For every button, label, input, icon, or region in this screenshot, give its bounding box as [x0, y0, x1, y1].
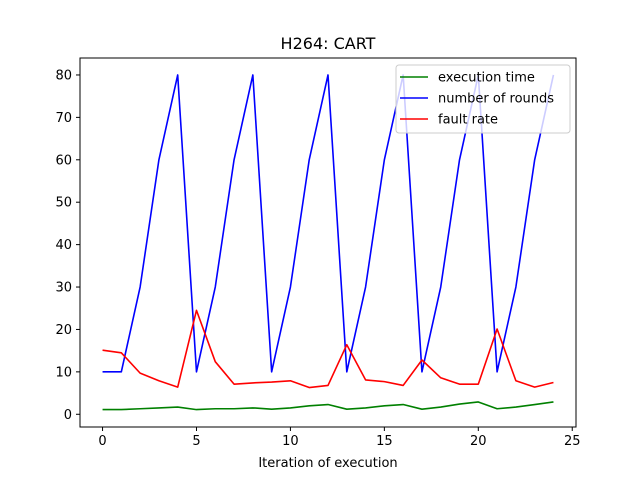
- data-point-number-of-rounds: [420, 370, 423, 373]
- data-point-fault-rate: [514, 379, 517, 382]
- data-point-execution-time: [439, 406, 442, 409]
- data-point-execution-time: [420, 408, 423, 411]
- data-point-fault-rate: [552, 381, 555, 384]
- legend-label-number-of-rounds: number of rounds: [438, 92, 554, 107]
- data-point-execution-time: [157, 406, 160, 409]
- x-tick-label: 0: [98, 434, 106, 449]
- data-point-fault-rate: [308, 386, 311, 389]
- data-point-number-of-rounds: [496, 370, 499, 373]
- data-point-execution-time: [458, 403, 461, 406]
- data-point-execution-time: [251, 406, 254, 409]
- data-point-execution-time: [514, 406, 517, 409]
- data-point-execution-time: [402, 403, 405, 406]
- legend-box: [395, 64, 571, 134]
- x-tick-label: 25: [564, 434, 581, 449]
- chart-title: H264: CART: [281, 34, 376, 53]
- data-point-number-of-rounds: [176, 73, 179, 76]
- data-point-number-of-rounds: [233, 158, 236, 161]
- data-point-number-of-rounds: [514, 286, 517, 289]
- data-point-execution-time: [195, 408, 198, 411]
- data-point-fault-rate: [176, 386, 179, 389]
- data-point-number-of-rounds: [195, 370, 198, 373]
- data-point-execution-time: [552, 400, 555, 403]
- data-point-execution-time: [533, 403, 536, 406]
- data-point-execution-time: [477, 400, 480, 403]
- data-point-number-of-rounds: [270, 370, 273, 373]
- data-point-number-of-rounds: [439, 286, 442, 289]
- legend-label-execution-time: execution time: [438, 71, 535, 86]
- data-point-fault-rate: [420, 358, 423, 361]
- data-point-fault-rate: [120, 351, 123, 354]
- data-point-number-of-rounds: [308, 158, 311, 161]
- y-tick-label: 50: [55, 196, 72, 211]
- y-tick-label: 60: [55, 153, 72, 168]
- x-axis-label: Iteration of execution: [258, 456, 397, 471]
- data-point-number-of-rounds: [214, 286, 217, 289]
- x-tick-label: 15: [376, 434, 393, 449]
- data-point-execution-time: [327, 403, 330, 406]
- data-point-number-of-rounds: [364, 286, 367, 289]
- data-point-execution-time: [383, 404, 386, 407]
- data-point-number-of-rounds: [345, 370, 348, 373]
- data-point-fault-rate: [439, 376, 442, 379]
- data-point-execution-time: [139, 407, 142, 410]
- y-tick-label: 0: [64, 408, 72, 423]
- data-point-fault-rate: [195, 309, 198, 312]
- data-point-execution-time: [233, 407, 236, 410]
- data-point-number-of-rounds: [458, 158, 461, 161]
- data-point-fault-rate: [289, 379, 292, 382]
- data-point-execution-time: [101, 408, 104, 411]
- data-point-execution-time: [289, 406, 292, 409]
- data-point-fault-rate: [477, 383, 480, 386]
- y-tick-label: 30: [55, 281, 72, 296]
- data-point-number-of-rounds: [101, 370, 104, 373]
- y-tick-label: 40: [55, 238, 72, 253]
- data-point-execution-time: [270, 408, 273, 411]
- data-point-execution-time: [214, 407, 217, 410]
- axes: 0 5 10 15 20 25 0 10 20 30 40 50 60 70 80: [55, 57, 581, 449]
- x-tick-label: 10: [282, 434, 299, 449]
- data-point-fault-rate: [214, 360, 217, 363]
- data-point-number-of-rounds: [533, 158, 536, 161]
- data-point-execution-time: [364, 406, 367, 409]
- y-tick-label: 10: [55, 365, 72, 380]
- x-tick-label: 5: [192, 434, 200, 449]
- data-point-fault-rate: [327, 384, 330, 387]
- data-point-execution-time: [176, 406, 179, 409]
- data-point-fault-rate: [270, 381, 273, 384]
- data-point-fault-rate: [402, 384, 405, 387]
- data-point-execution-time: [120, 408, 123, 411]
- series-line-execution-time: [102, 401, 554, 411]
- data-point-fault-rate: [345, 343, 348, 346]
- y-tick-label: 70: [55, 111, 72, 126]
- data-point-fault-rate: [251, 381, 254, 384]
- data-point-fault-rate: [139, 372, 142, 375]
- axes-frame: [79, 57, 577, 428]
- data-point-fault-rate: [383, 380, 386, 383]
- data-point-fault-rate: [496, 328, 499, 331]
- legend-label-fault-rate: fault rate: [438, 113, 498, 128]
- data-point-number-of-rounds: [120, 370, 123, 373]
- data-point-fault-rate: [458, 383, 461, 386]
- data-point-number-of-rounds: [289, 286, 292, 289]
- data-point-number-of-rounds: [383, 158, 386, 161]
- y-tick-label: 20: [55, 323, 72, 338]
- y-tick-label: 80: [55, 68, 72, 83]
- data-point-number-of-rounds: [139, 286, 142, 289]
- data-point-number-of-rounds: [157, 158, 160, 161]
- data-point-fault-rate: [533, 386, 536, 389]
- data-point-execution-time: [496, 407, 499, 410]
- data-point-fault-rate: [233, 383, 236, 386]
- data-point-fault-rate: [364, 378, 367, 381]
- data-point-number-of-rounds: [251, 73, 254, 76]
- data-point-fault-rate: [157, 379, 160, 382]
- data-point-execution-time: [308, 404, 311, 407]
- legend: execution time number of rounds fault rate: [395, 64, 571, 134]
- data-point-fault-rate: [101, 349, 104, 352]
- data-point-execution-time: [345, 408, 348, 411]
- series-line-fault-rate: [102, 309, 554, 389]
- x-tick-label: 20: [470, 434, 487, 449]
- data-point-number-of-rounds: [327, 73, 330, 76]
